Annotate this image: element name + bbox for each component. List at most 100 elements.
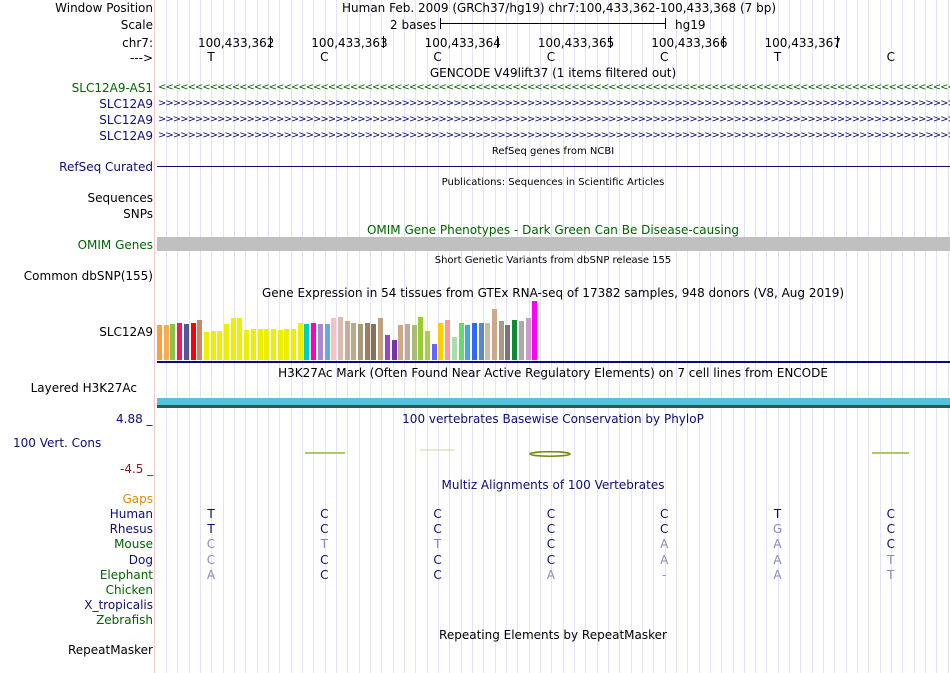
gtex-tissue-bar[interactable] — [391, 340, 397, 360]
refseq-label[interactable]: RefSeq Curated — [59, 160, 153, 174]
ruler-tick — [496, 36, 498, 48]
gtex-tissue-bar[interactable] — [411, 325, 417, 360]
gtex-tissue-bar[interactable] — [297, 323, 303, 360]
gtex-tissue-bar[interactable] — [337, 317, 343, 360]
gtex-tissue-bar[interactable] — [217, 331, 223, 360]
gtex-tissue-bar[interactable] — [371, 324, 377, 360]
gtex-tissue-bar[interactable] — [364, 323, 370, 360]
h3k27ac-signal[interactable] — [157, 398, 950, 405]
multiz-species-label[interactable]: Chicken — [105, 583, 153, 597]
sequences-label[interactable]: Sequences — [87, 191, 153, 205]
multiz-base: A — [660, 553, 669, 567]
gtex-tissue-bar[interactable] — [498, 321, 504, 360]
grid-line — [223, 0, 224, 673]
gtex-tissue-bar[interactable] — [177, 323, 183, 360]
gtex-tissue-bar[interactable] — [512, 320, 518, 360]
multiz-species-label[interactable]: Mouse — [114, 537, 153, 551]
gtex-tissue-bar[interactable] — [183, 324, 189, 360]
gtex-tissue-bar[interactable] — [190, 323, 196, 360]
ruler-base: T — [207, 50, 215, 64]
multiz-species-label[interactable]: Human — [109, 507, 153, 521]
gaps-label[interactable]: Gaps — [122, 492, 153, 506]
repeatmasker-label[interactable]: RepeatMasker — [67, 643, 153, 657]
omim-gene-block[interactable] — [157, 237, 950, 251]
gtex-tissue-bar[interactable] — [458, 323, 464, 360]
gtex-tissue-bar[interactable] — [317, 324, 323, 360]
gtex-tissue-bar[interactable] — [431, 344, 437, 360]
gtex-tissue-bar[interactable] — [210, 331, 216, 360]
gencode-gene-arrows[interactable]: >>>>>>>>>>>>>>>>>>>>>>>>>>>>>>>>>>>>>>>>… — [158, 130, 950, 141]
multiz-species-label[interactable]: Dog — [128, 553, 153, 567]
grid-line — [925, 0, 926, 673]
phylop-signal[interactable] — [157, 440, 950, 470]
multiz-species-label[interactable]: X_tropicalis — [84, 598, 153, 612]
gtex-tissue-bar[interactable] — [344, 321, 350, 360]
gencode-gene-label[interactable]: SLC12A9-AS1 — [71, 81, 153, 95]
phylop-label[interactable]: 100 Vert. Cons — [13, 436, 102, 450]
gencode-gene-arrows[interactable]: >>>>>>>>>>>>>>>>>>>>>>>>>>>>>>>>>>>>>>>>… — [158, 114, 950, 125]
multiz-base: C — [433, 568, 442, 582]
gtex-tissue-bar[interactable] — [324, 324, 330, 360]
multiz-base: C — [886, 537, 895, 551]
gtex-tissue-bar[interactable] — [291, 329, 296, 360]
gtex-tissue-bar[interactable] — [264, 329, 270, 360]
gencode-gene-label[interactable]: SLC12A9 — [99, 129, 153, 143]
gtex-bar-chart[interactable] — [157, 301, 538, 360]
gtex-tissue-bar[interactable] — [438, 323, 444, 360]
gtex-tissue-bar[interactable] — [351, 323, 357, 360]
multiz-species-label[interactable]: Elephant — [99, 568, 153, 582]
refseq-line[interactable] — [157, 166, 950, 167]
gtex-tissue-bar[interactable] — [244, 330, 250, 360]
gtex-tissue-bar[interactable] — [311, 323, 317, 360]
gencode-gene-label[interactable]: SLC12A9 — [99, 113, 153, 127]
omim-label[interactable]: OMIM Genes — [77, 238, 153, 252]
gtex-tissue-bar[interactable] — [425, 331, 430, 360]
gtex-tissue-bar[interactable] — [398, 325, 404, 360]
gtex-tissue-bar[interactable] — [418, 317, 424, 360]
gtex-tissue-bar[interactable] — [505, 325, 511, 360]
gtex-tissue-bar[interactable] — [445, 320, 451, 360]
ruler-tick — [723, 36, 725, 48]
gtex-tissue-bar[interactable] — [304, 324, 310, 360]
gtex-tissue-bar[interactable] — [284, 329, 290, 360]
multiz-base: T — [773, 507, 782, 521]
gtex-tissue-bar[interactable] — [478, 323, 484, 360]
gtex-tissue-bar[interactable] — [485, 323, 491, 360]
gtex-tissue-bar[interactable] — [404, 324, 410, 360]
dbsnp-label[interactable]: Common dbSNP(155) — [23, 269, 153, 283]
gtex-tissue-bar[interactable] — [163, 325, 169, 360]
snps-label[interactable]: SNPs — [123, 207, 153, 221]
gtex-tissue-bar[interactable] — [532, 301, 538, 360]
gtex-tissue-bar[interactable] — [230, 318, 236, 360]
gtex-tissue-bar[interactable] — [270, 329, 276, 360]
gtex-tissue-bar[interactable] — [331, 318, 337, 360]
gtex-tissue-bar[interactable] — [471, 323, 477, 360]
gtex-label[interactable]: SLC12A9 — [99, 325, 153, 339]
gtex-tissue-bar[interactable] — [384, 335, 390, 360]
gtex-tissue-bar[interactable] — [378, 318, 384, 360]
gencode-gene-arrows[interactable]: <<<<<<<<<<<<<<<<<<<<<<<<<<<<<<<<<<<<<<<<… — [158, 82, 950, 93]
gtex-tissue-bar[interactable] — [224, 324, 229, 360]
grid-line — [336, 0, 337, 673]
gtex-tissue-bar[interactable] — [257, 329, 263, 360]
gencode-gene-arrows[interactable]: >>>>>>>>>>>>>>>>>>>>>>>>>>>>>>>>>>>>>>>>… — [158, 98, 950, 109]
gtex-tissue-bar[interactable] — [277, 330, 283, 360]
multiz-base: C — [433, 522, 442, 536]
gtex-tissue-bar[interactable] — [170, 324, 176, 360]
gtex-tissue-bar[interactable] — [518, 321, 524, 360]
gtex-tissue-bar[interactable] — [525, 318, 531, 360]
gtex-tissue-bar[interactable] — [465, 325, 471, 360]
multiz-species-label[interactable]: Zebrafish — [96, 613, 153, 627]
gtex-tissue-bar[interactable] — [250, 329, 256, 360]
grid-line — [597, 0, 598, 673]
gtex-tissue-bar[interactable] — [492, 309, 497, 360]
gtex-tissue-bar[interactable] — [157, 325, 162, 360]
multiz-species-label[interactable]: Rhesus — [109, 522, 153, 536]
gencode-gene-label[interactable]: SLC12A9 — [99, 97, 153, 111]
gtex-tissue-bar[interactable] — [203, 332, 209, 360]
h3k27ac-label[interactable]: Layered H3K27Ac — [30, 381, 137, 395]
gtex-tissue-bar[interactable] — [197, 320, 203, 360]
gtex-tissue-bar[interactable] — [451, 337, 457, 360]
gtex-tissue-bar[interactable] — [237, 318, 243, 360]
gtex-tissue-bar[interactable] — [358, 324, 363, 360]
